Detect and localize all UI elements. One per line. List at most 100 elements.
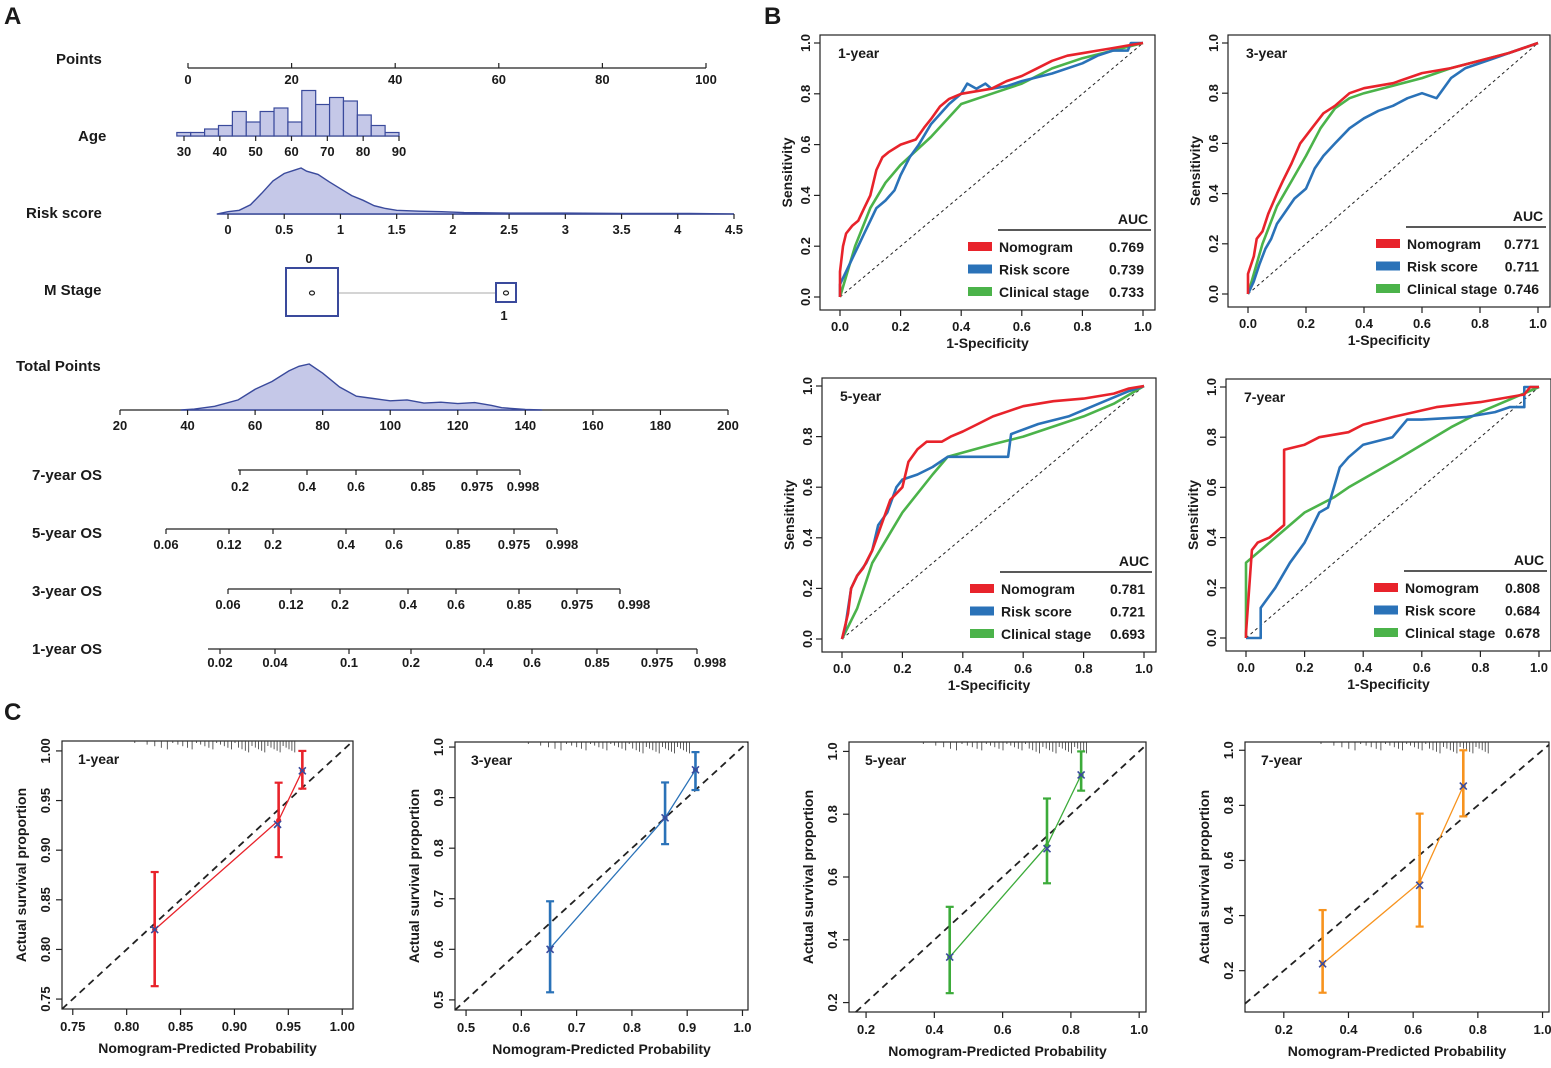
- m-stage-level-0: 0: [305, 251, 312, 266]
- m-stage-marker-1: [502, 290, 510, 296]
- total-points-tick-label: 40: [180, 418, 194, 433]
- roc-reference-diagonal: [839, 42, 1144, 298]
- m-stage-label: M Stage: [44, 282, 102, 299]
- legend-swatch: [1376, 284, 1400, 293]
- y-tick-label: 0.6: [1204, 478, 1219, 496]
- auc-value: 0.746: [1504, 281, 1539, 297]
- age-histogram-bar: [328, 96, 345, 137]
- y-tick-label: 0.0: [798, 288, 813, 306]
- y-tick-label: 0.4: [1204, 528, 1219, 547]
- x-tick-label: 0.4: [1354, 660, 1373, 675]
- auc-header: AUC: [1119, 553, 1149, 569]
- os-scale-tick-label: 0.2: [231, 479, 249, 494]
- observed-cross-b: [1318, 959, 1327, 968]
- auc-value: 0.808: [1505, 580, 1540, 596]
- risk-score-tick-label: 0.5: [275, 222, 293, 237]
- age-histogram-bar: [287, 121, 303, 137]
- auc-header: AUC: [1514, 552, 1544, 568]
- auc-value: 0.733: [1109, 284, 1144, 300]
- calibration-plot-title: 5-year: [865, 752, 907, 768]
- age-histogram-bar: [370, 124, 386, 137]
- roc-panel: 1-year 0.0 0.0 0.2 0.2 0.4 0.4 0.6 0.6 0.8 0.8 1.0 1…: [779, 34, 1551, 693]
- y-tick-label: 1.0: [798, 34, 813, 52]
- age-histogram-bar: [176, 131, 192, 137]
- os-scale-label: 5-year OS: [32, 525, 102, 542]
- y-tick-label: 0.4: [1221, 906, 1236, 925]
- y-tick-label: 0.6: [800, 478, 815, 496]
- legend-swatch: [1374, 605, 1398, 615]
- os-scale-tick-label: 0.85: [506, 597, 531, 612]
- age-histogram-bar: [190, 131, 206, 137]
- calibration-panel: 1-year 0.75 0.80 0.85 0.90 0.95 1.00 0.75 0.80 0.…: [13, 738, 1551, 1059]
- os-scale-label: 3-year OS: [32, 583, 102, 600]
- roc-plot-title: 5-year: [840, 388, 882, 404]
- os-scale-tick-label: 0.85: [410, 479, 435, 494]
- y-tick-label: 1.0: [800, 377, 815, 395]
- x-tick-label: 0.90: [222, 1019, 247, 1034]
- legend-label: Clinical stage: [999, 284, 1089, 300]
- y-tick-label: 0.80: [38, 937, 53, 962]
- y-tick-label: 0.85: [38, 887, 53, 912]
- os-scale-tick-label: 0.6: [385, 537, 403, 552]
- risk-score-tick-label: 4: [674, 222, 682, 237]
- legend-swatch: [1374, 583, 1398, 592]
- os-scale-tick-label: 0.4: [399, 597, 418, 612]
- total-points-tick-label: 140: [514, 418, 536, 433]
- roc-plot-title: 3-year: [1246, 45, 1288, 61]
- os-scale-label: 7-year OS: [32, 467, 102, 484]
- x-tick-label: 0.2: [1296, 660, 1314, 675]
- age-histogram-bar: [342, 100, 358, 137]
- os-scale-tick-label: 0.2: [264, 537, 282, 552]
- x-tick-label: 1.00: [330, 1019, 355, 1034]
- os-scale-tick-label: 0.06: [215, 597, 240, 612]
- observed-cross-b: [661, 813, 670, 822]
- auc-value: 0.678: [1505, 625, 1540, 641]
- x-tick-label: 0.0: [831, 319, 849, 334]
- age-histogram-bar: [204, 128, 220, 137]
- observed-cross-b: [1042, 844, 1052, 853]
- y-tick-label: 1.0: [825, 742, 840, 760]
- x-tick-label: 0.0: [1239, 316, 1257, 331]
- observed-cross-b: [150, 925, 159, 934]
- os-scale-tick-label: 0.1: [340, 655, 358, 670]
- os-scale-tick-label: 0.4: [337, 537, 356, 552]
- points-tick-label: 0: [184, 72, 191, 87]
- roc-curve-risk-score: [840, 384, 1145, 640]
- x-tick-label: 0.2: [892, 319, 910, 334]
- x-tick-label: 1.0: [1134, 319, 1152, 334]
- legend-swatch: [970, 584, 994, 593]
- legend-label: Clinical stage: [1407, 281, 1497, 297]
- roc-curve-nomogram: [1244, 385, 1539, 638]
- y-tick-label: 0.5: [431, 991, 446, 1009]
- x-tick-label: 0.75: [60, 1019, 85, 1034]
- legend-label: Risk score: [999, 262, 1070, 278]
- auc-value: 0.721: [1110, 604, 1145, 620]
- roc-reference-diagonal: [1245, 386, 1540, 639]
- total-points-tick-label: 20: [113, 418, 127, 433]
- legend-swatch: [1374, 628, 1398, 637]
- y-tick-label: 0.2: [1204, 579, 1219, 597]
- x-tick-label: 0.7: [568, 1020, 586, 1035]
- auc-value: 0.769: [1109, 239, 1144, 255]
- x-tick-label: 0.2: [857, 1022, 875, 1037]
- x-tick-label: 0.80: [114, 1019, 139, 1034]
- auc-header: AUC: [1513, 208, 1543, 224]
- y-tick-label: 0.6: [1221, 851, 1236, 869]
- total-points-tick-label: 160: [582, 418, 604, 433]
- os-scale-tick-label: 0.975: [641, 655, 674, 670]
- x-tick-label: 1.0: [1533, 1022, 1551, 1037]
- roc-plot-frame: [1227, 34, 1551, 308]
- y-axis-title: Sensitivity: [781, 480, 797, 550]
- roc-curve-clinical-stage: [838, 41, 1144, 298]
- legend-label: Clinical stage: [1405, 625, 1495, 641]
- age-histogram-bar: [356, 114, 372, 137]
- risk-score-tick-label: 2.5: [500, 222, 518, 237]
- y-tick-label: 0.2: [1206, 235, 1221, 253]
- auc-value: 0.693: [1110, 626, 1145, 642]
- y-tick-label: 0.6: [825, 868, 840, 886]
- age-histogram-bar: [245, 121, 261, 137]
- y-axis-title: Sensitivity: [1187, 136, 1203, 206]
- total-points-tick-label: 100: [379, 418, 401, 433]
- risk-score-tick-label: 3: [562, 222, 569, 237]
- x-tick-label: 0.4: [925, 1022, 944, 1037]
